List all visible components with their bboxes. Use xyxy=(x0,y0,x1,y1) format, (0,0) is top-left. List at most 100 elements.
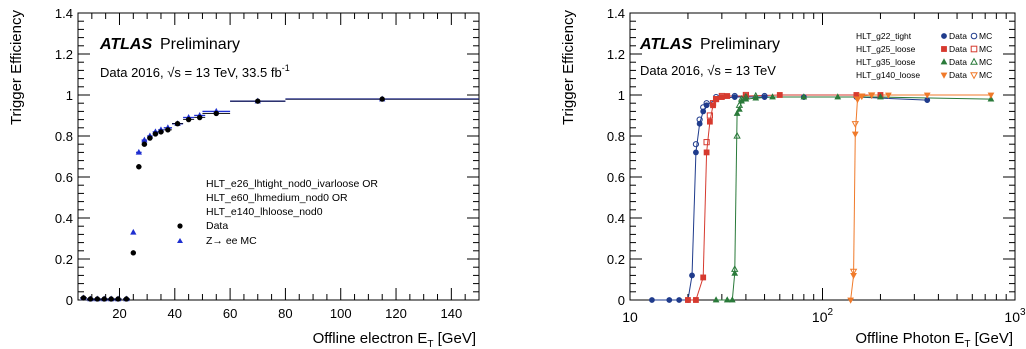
data-point xyxy=(147,135,153,141)
legend-mc-label: MC xyxy=(979,70,992,80)
data-point xyxy=(136,164,142,170)
data-point xyxy=(87,296,94,302)
dataset-info-superscript: -1 xyxy=(282,63,290,73)
trigger-line: HLT_e26_lhtight_nod0_ivarloose OR xyxy=(206,178,378,190)
series-step-line xyxy=(734,113,738,274)
series-step-line xyxy=(731,273,736,301)
data-point xyxy=(712,296,720,303)
legend-data-marker xyxy=(941,33,947,39)
legend-trigger: HLT_g35_loose xyxy=(856,57,916,67)
data-point xyxy=(94,296,101,302)
data-point xyxy=(733,109,741,116)
x-tick-label: 80 xyxy=(278,306,292,321)
mc-point xyxy=(735,101,744,108)
x-tick-label: 103 xyxy=(1004,307,1026,325)
mc-point xyxy=(130,228,137,235)
x-axis-label-unit: [GeV] xyxy=(433,330,476,347)
atlas-label: ATLAS xyxy=(99,36,152,53)
data-point xyxy=(752,94,760,101)
data-point xyxy=(877,93,884,100)
data-point xyxy=(987,92,995,99)
legend: Data Z→ ee MC xyxy=(177,220,257,247)
plot-border xyxy=(77,12,480,301)
data-point xyxy=(710,102,716,109)
legend-mc-marker xyxy=(970,32,978,40)
data-marks xyxy=(649,91,995,304)
x-tick-label: 120 xyxy=(385,306,407,321)
mc-point xyxy=(742,92,750,100)
plot-frame xyxy=(77,12,480,301)
series-step-line xyxy=(880,96,991,100)
data-point xyxy=(850,273,857,280)
series-step-line xyxy=(695,123,701,153)
mc-point xyxy=(700,104,707,111)
data-point xyxy=(123,296,130,302)
legend-mc-marker xyxy=(970,45,978,53)
series-step-line xyxy=(691,152,697,276)
series-step-line xyxy=(695,277,704,301)
mc-point xyxy=(731,92,738,100)
series-step-line xyxy=(706,121,711,153)
trigger-line: HLT_e60_lhmedium_nod0 OR xyxy=(206,192,348,204)
data-point xyxy=(742,95,750,102)
legend-mc-marker xyxy=(970,57,978,65)
mc-point xyxy=(712,96,720,103)
legend-mc-label: MC xyxy=(979,44,992,54)
dataset-info: Data 2016, √s = 13 TeV xyxy=(640,63,776,78)
series-step-line xyxy=(850,275,855,301)
trigger-description: HLT_e26_lhtight_nod0_ivarloose OR HLT_e6… xyxy=(206,178,378,218)
data-point xyxy=(676,297,683,303)
data-point xyxy=(885,92,892,99)
mc-point xyxy=(692,141,700,148)
x-tick-base: 10 xyxy=(622,309,638,325)
data-point xyxy=(706,118,713,125)
data-point xyxy=(158,129,164,135)
x-tick-label: 10 xyxy=(622,309,638,325)
preliminary-label: Preliminary xyxy=(700,36,780,53)
x-axis-label: Offline Photon ET [GeV] xyxy=(855,330,1013,349)
data-point xyxy=(689,272,695,279)
data-point xyxy=(847,297,854,304)
data-point xyxy=(703,149,710,156)
data-point xyxy=(165,127,171,133)
x-tick-label: 140 xyxy=(440,306,462,321)
legend-label: Z→ ee MC xyxy=(206,235,257,247)
data-point xyxy=(666,297,673,303)
data-point xyxy=(141,141,148,147)
data-point xyxy=(800,93,808,100)
data-point xyxy=(185,116,192,123)
legend-marker-data xyxy=(177,223,183,229)
data-point xyxy=(685,297,691,303)
mc-point xyxy=(853,96,862,104)
data-point xyxy=(923,92,931,99)
y-tick-label: 0.6 xyxy=(607,170,625,185)
legend-data-label: Data xyxy=(949,70,967,80)
data-point xyxy=(700,274,707,281)
y-tick-label: 0.4 xyxy=(55,211,73,226)
data-point xyxy=(731,269,739,276)
y-tick-label: 1 xyxy=(66,88,73,103)
data-point xyxy=(728,296,736,303)
mc-point xyxy=(696,116,703,123)
legend-data-marker xyxy=(940,58,948,65)
x-tick-label: 102 xyxy=(812,307,834,325)
mc-point xyxy=(703,139,710,146)
y-tick-label: 1.4 xyxy=(607,6,625,21)
y-tick-label: 1.2 xyxy=(55,47,73,62)
mc-point xyxy=(733,131,741,139)
mc-point xyxy=(761,92,768,100)
mc-point xyxy=(718,92,725,100)
x-tick-label: 60 xyxy=(223,306,237,321)
x-tick-base: 10 xyxy=(1004,309,1020,325)
right-efficiency-chart: 00.20.40.60.811.21.410 102 103 Trigger Eff… xyxy=(560,6,1026,349)
x-tick-label: 40 xyxy=(168,306,182,321)
data-point xyxy=(724,93,731,99)
data-point xyxy=(769,93,776,100)
dataset-info: Data 2016, √s = 13 TeV, 33.5 fb-1 xyxy=(100,63,290,80)
y-tick-label: 0.8 xyxy=(55,129,73,144)
legend: HLT_g22_tight Data MC HLT_g25_loose Data MC HL… xyxy=(856,31,992,80)
legend-data-marker xyxy=(940,72,948,79)
data-point xyxy=(213,110,219,117)
dataset-info-text: Data 2016, √s = 13 TeV, 33.5 fb xyxy=(100,65,282,80)
